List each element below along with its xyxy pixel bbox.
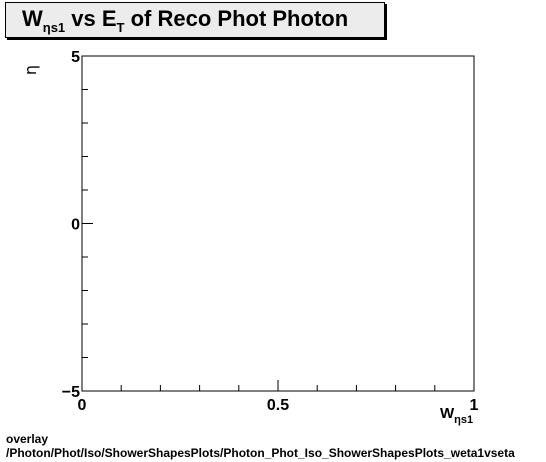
y-tick-label: 5 [71,49,80,66]
y-tick-label: 0 [71,217,80,234]
x-tick-label: 0.5 [267,397,289,414]
plot-frame [81,55,475,392]
footer-histogram-path: /Photon/Phot/Iso/ShowerShapesPlots/Photo… [6,446,515,460]
chart-title: Wηs1 vs ET of Reco Phot Photon [22,6,348,35]
y-tick-labels: 5 0 −5 [62,49,80,401]
axis-ticks [81,55,475,392]
footer-overlay-label: overlay [6,432,49,446]
y-tick-label: −5 [62,384,80,401]
x-tick-label: 0 [78,397,87,414]
y-axis-label: η [21,65,40,75]
chart-title-box [5,2,385,38]
x-tick-label: 1 [470,397,479,414]
x-axis-label: Wηs1 [440,405,473,426]
x-tick-labels: 0 0.5 1 [78,397,479,414]
